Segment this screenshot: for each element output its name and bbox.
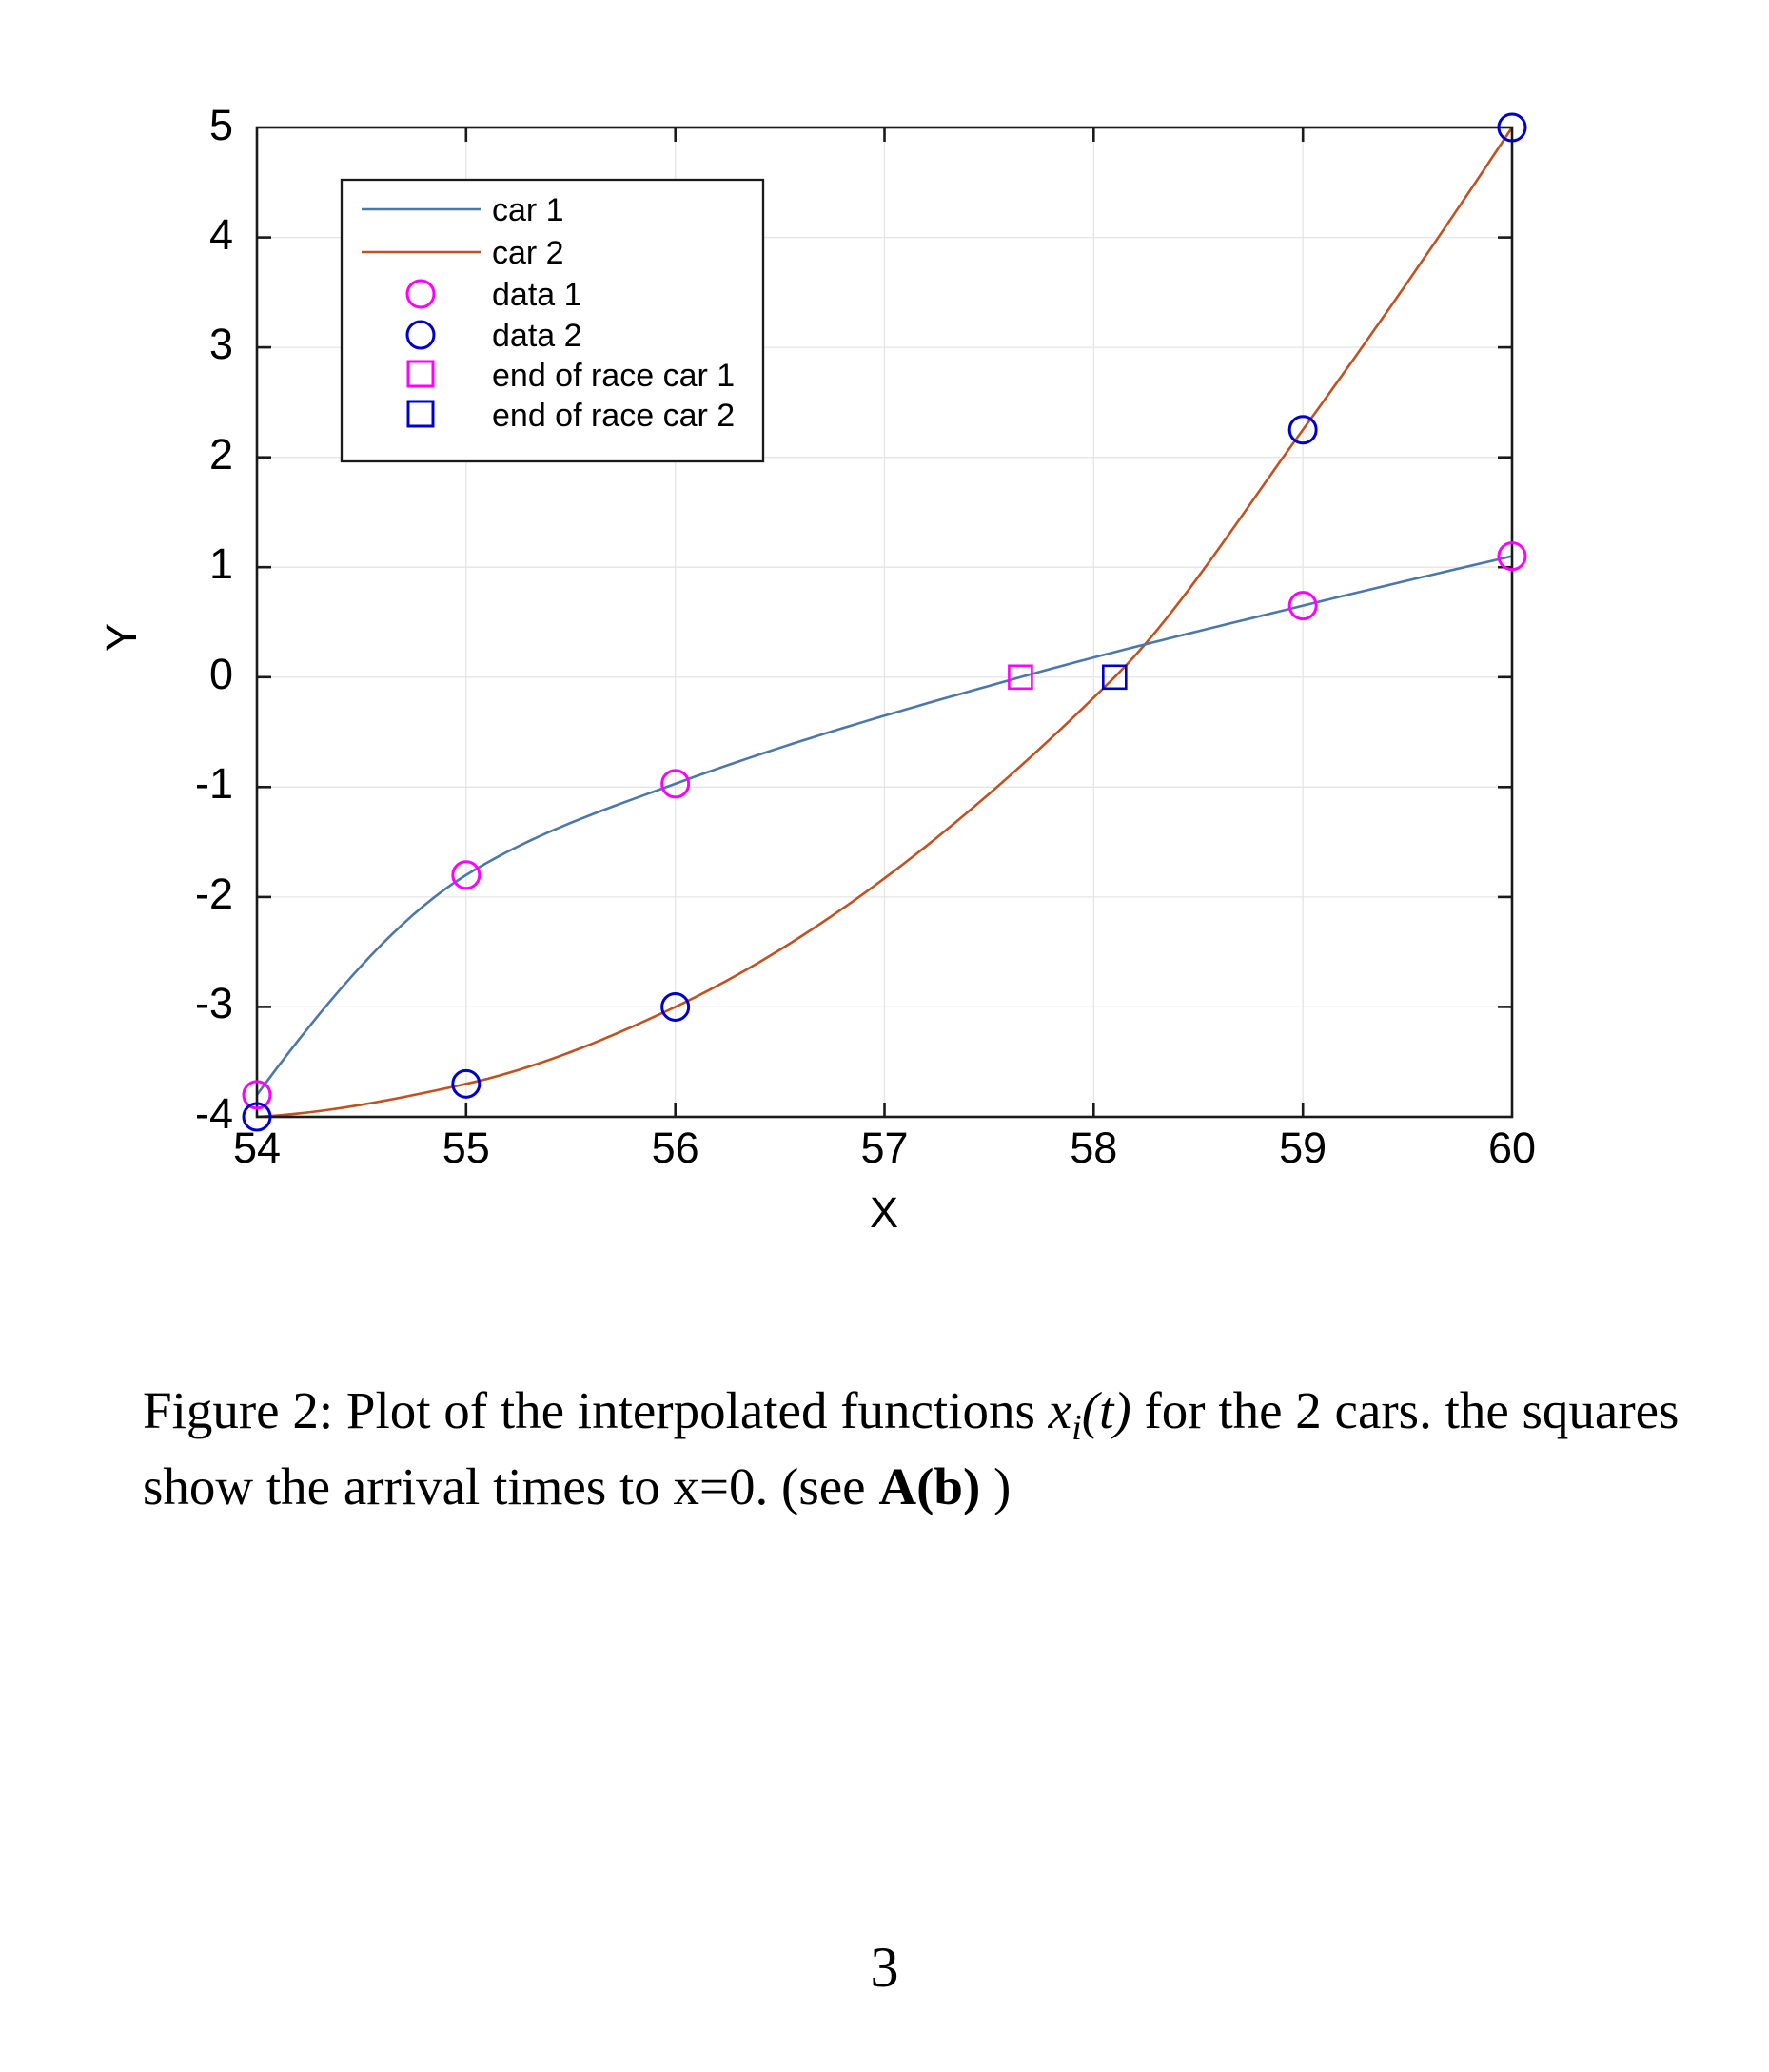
svg-text:-3: -3 <box>195 979 233 1027</box>
svg-text:car 1: car 1 <box>492 192 564 228</box>
svg-text:4: 4 <box>209 210 233 259</box>
svg-text:59: 59 <box>1279 1124 1327 1172</box>
svg-text:data 1: data 1 <box>492 277 582 313</box>
svg-text:-2: -2 <box>195 870 233 918</box>
svg-text:1: 1 <box>209 539 233 588</box>
svg-text:55: 55 <box>442 1124 490 1172</box>
svg-text:60: 60 <box>1488 1124 1536 1172</box>
svg-text:-1: -1 <box>195 759 233 808</box>
svg-text:end of race car 2: end of race car 2 <box>492 398 735 434</box>
svg-text:56: 56 <box>652 1124 699 1172</box>
svg-text:0: 0 <box>209 650 233 698</box>
svg-text:Y: Y <box>97 623 146 652</box>
svg-text:58: 58 <box>1070 1124 1117 1172</box>
svg-text:57: 57 <box>860 1124 908 1172</box>
svg-text:data 2: data 2 <box>492 318 582 354</box>
svg-text:2: 2 <box>209 430 233 479</box>
svg-text:-4: -4 <box>195 1089 233 1138</box>
svg-text:3: 3 <box>209 320 233 368</box>
svg-text:5: 5 <box>209 101 233 149</box>
svg-text:car 2: car 2 <box>492 235 564 271</box>
svg-text:X: X <box>870 1188 898 1237</box>
svg-text:54: 54 <box>233 1124 281 1172</box>
svg-text:end of race car 1: end of race car 1 <box>492 358 735 394</box>
